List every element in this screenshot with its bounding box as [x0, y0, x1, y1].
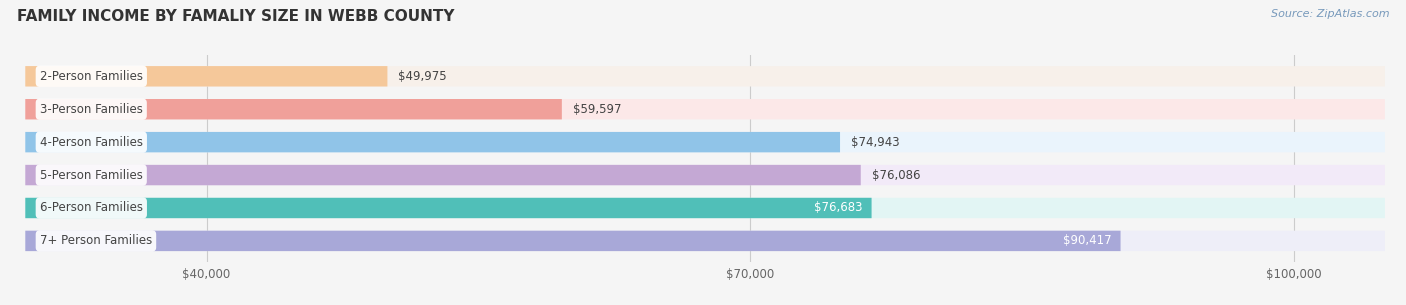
- Text: $49,975: $49,975: [398, 70, 447, 83]
- FancyBboxPatch shape: [25, 231, 1385, 251]
- FancyBboxPatch shape: [25, 99, 1385, 120]
- FancyBboxPatch shape: [25, 132, 1385, 152]
- FancyBboxPatch shape: [25, 165, 860, 185]
- Text: 2-Person Families: 2-Person Families: [39, 70, 143, 83]
- Text: $76,086: $76,086: [872, 169, 920, 181]
- FancyBboxPatch shape: [25, 66, 388, 87]
- Text: 3-Person Families: 3-Person Families: [39, 103, 142, 116]
- Text: Source: ZipAtlas.com: Source: ZipAtlas.com: [1271, 9, 1389, 19]
- Text: $74,943: $74,943: [851, 136, 900, 149]
- FancyBboxPatch shape: [25, 198, 872, 218]
- Text: 5-Person Families: 5-Person Families: [39, 169, 142, 181]
- Text: 6-Person Families: 6-Person Families: [39, 202, 143, 214]
- FancyBboxPatch shape: [25, 132, 839, 152]
- Text: 7+ Person Families: 7+ Person Families: [39, 235, 152, 247]
- FancyBboxPatch shape: [25, 198, 1385, 218]
- Text: FAMILY INCOME BY FAMALIY SIZE IN WEBB COUNTY: FAMILY INCOME BY FAMALIY SIZE IN WEBB CO…: [17, 9, 454, 24]
- FancyBboxPatch shape: [25, 66, 1385, 87]
- Text: 4-Person Families: 4-Person Families: [39, 136, 143, 149]
- FancyBboxPatch shape: [25, 231, 1121, 251]
- FancyBboxPatch shape: [25, 99, 562, 120]
- FancyBboxPatch shape: [25, 165, 1385, 185]
- Text: $90,417: $90,417: [1063, 235, 1112, 247]
- Text: $59,597: $59,597: [572, 103, 621, 116]
- Text: $76,683: $76,683: [814, 202, 862, 214]
